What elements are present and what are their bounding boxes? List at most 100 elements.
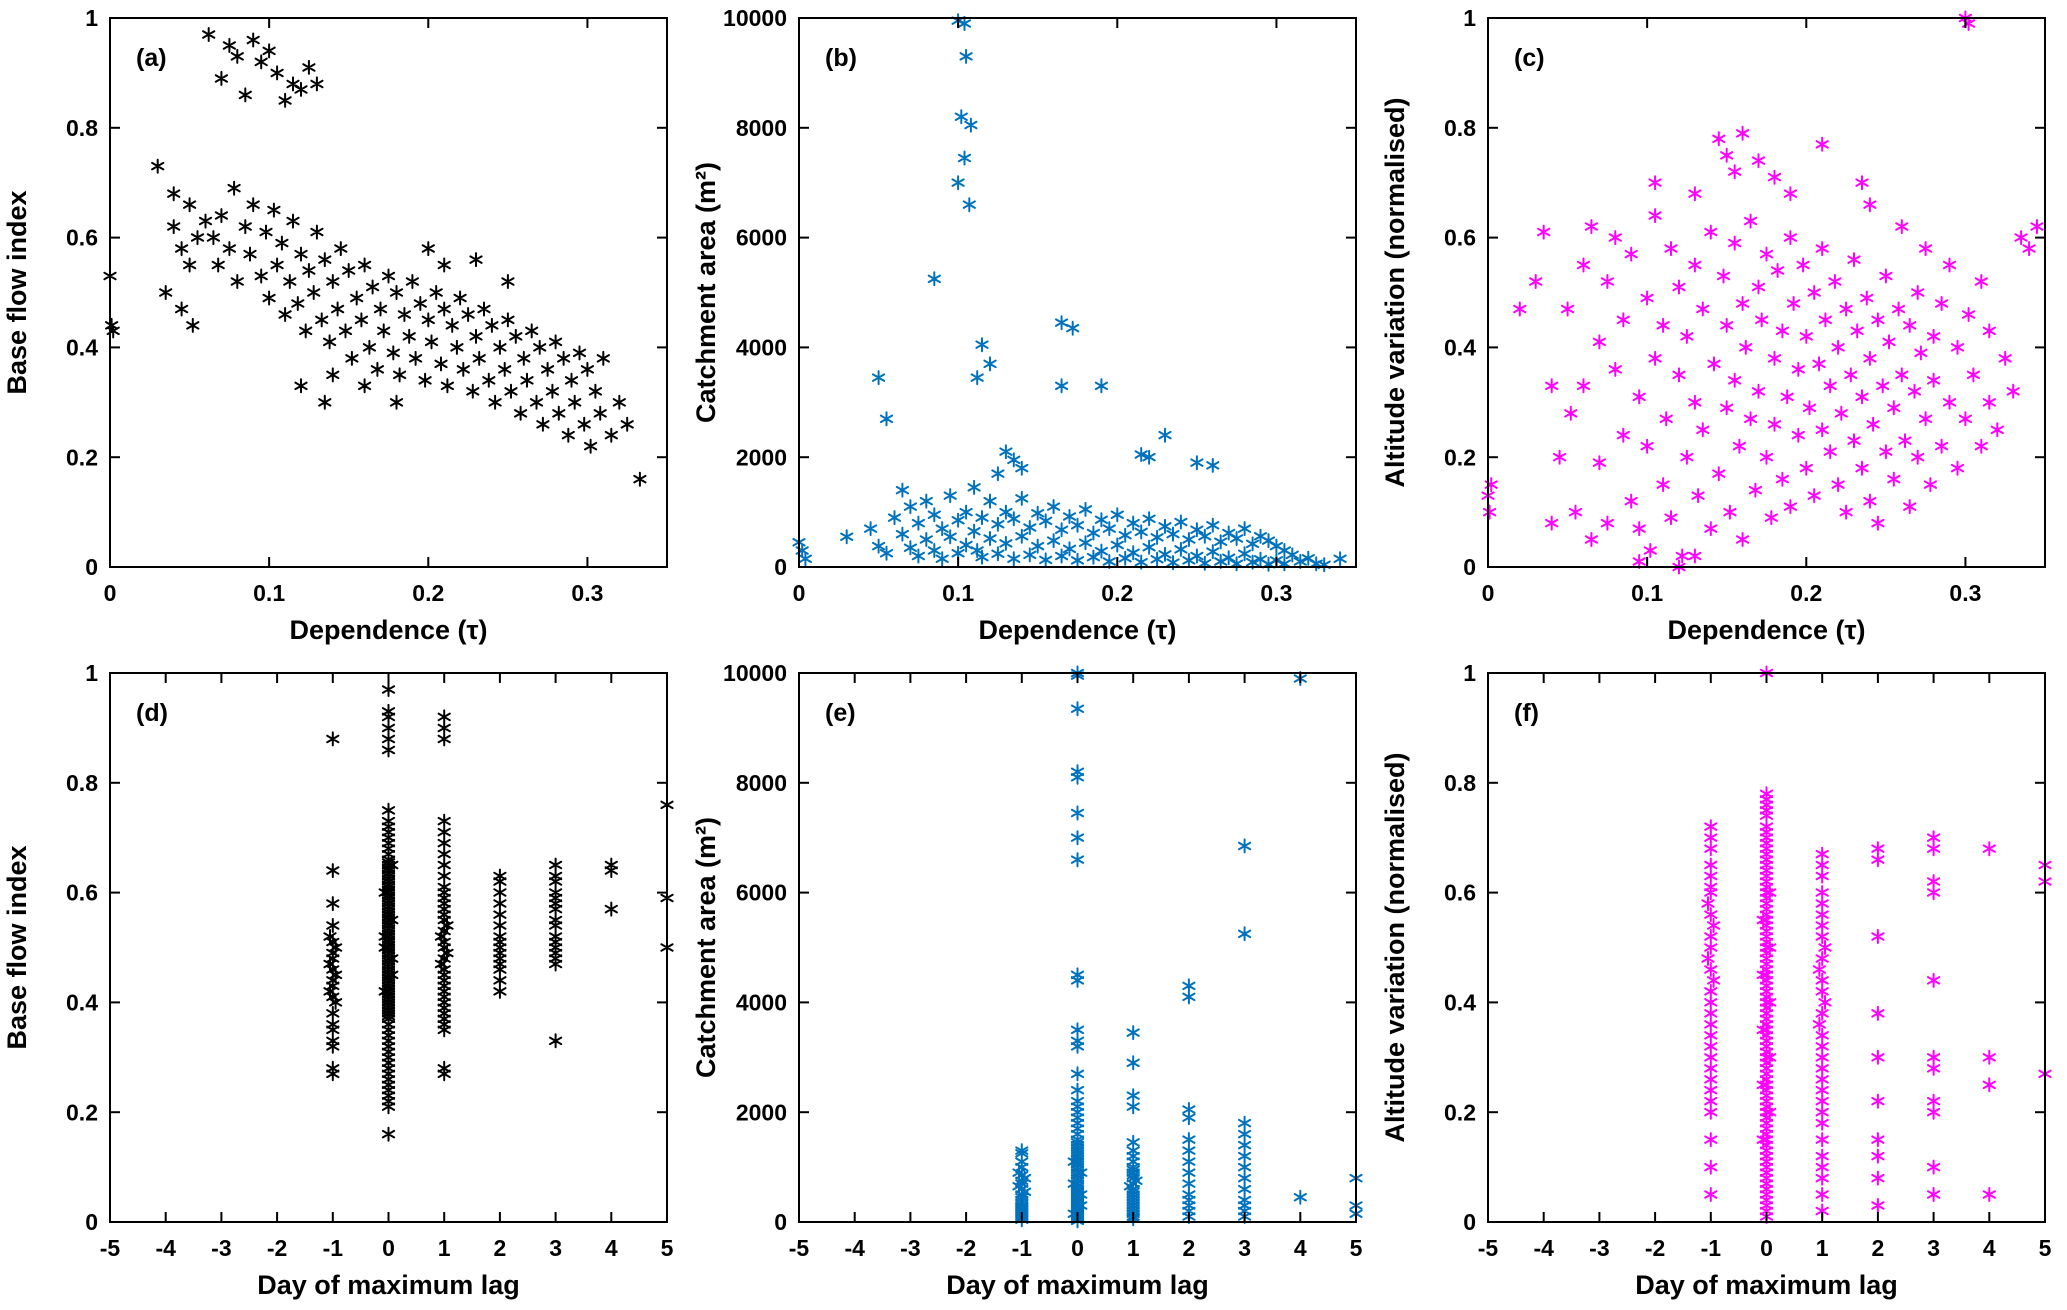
x-tick-label: 5 bbox=[2039, 1235, 2052, 1261]
y-tick-label: 0 bbox=[774, 554, 787, 580]
y-tick-label: 0.2 bbox=[1444, 444, 1476, 470]
panel-letter-label: (d) bbox=[136, 699, 168, 727]
y-tick-label: 0.4 bbox=[1444, 334, 1476, 360]
x-axis-label: Dependence (τ) bbox=[1667, 615, 1865, 645]
y-tick-label: 0 bbox=[85, 554, 98, 580]
data-points bbox=[1701, 665, 2052, 1224]
x-tick-label: 5 bbox=[661, 1235, 674, 1261]
x-tick-label: 0.1 bbox=[942, 580, 974, 606]
y-tick-label: 4000 bbox=[736, 334, 787, 360]
scatter-plot-e: -5 -4 -3 -2 -1 0 1 2 3 4 5 0 2000 4000 6000 8000 10000 Da… bbox=[691, 660, 1363, 1300]
y-tick-label: 0.8 bbox=[1444, 115, 1476, 141]
x-tick-label: 0.3 bbox=[1949, 580, 1981, 606]
y-tick-label: 10000 bbox=[723, 660, 787, 686]
y-tick-label: 1 bbox=[85, 5, 98, 31]
x-tick-label: 3 bbox=[549, 1235, 562, 1261]
y-tick-label: 0.2 bbox=[1444, 1099, 1476, 1125]
x-tick-label: 4 bbox=[1983, 1235, 1996, 1261]
y-tick-label: 0.6 bbox=[66, 225, 98, 251]
x-tick-label: 2 bbox=[1872, 1235, 1885, 1261]
y-tick-label: 8000 bbox=[736, 770, 787, 796]
panel-letter-label: (f) bbox=[1514, 699, 1539, 727]
x-tick-label: 2 bbox=[494, 1235, 507, 1261]
y-tick-label: 8000 bbox=[736, 115, 787, 141]
x-tick-label: -5 bbox=[789, 1235, 810, 1261]
y-tick-label: 6000 bbox=[736, 225, 787, 251]
y-tick-label: 0.6 bbox=[1444, 225, 1476, 251]
y-tick-label: 0 bbox=[1463, 1209, 1476, 1235]
x-tick-label: -2 bbox=[1645, 1235, 1665, 1261]
x-axis-label: Day of maximum lag bbox=[946, 1270, 1209, 1300]
x-tick-label: 0 bbox=[1760, 1235, 1773, 1261]
y-tick-label: 1 bbox=[1463, 660, 1476, 686]
data-points bbox=[792, 13, 1347, 573]
y-tick-label: 0.6 bbox=[1444, 880, 1476, 906]
x-tick-label: -4 bbox=[155, 1235, 176, 1261]
panel-letter-label: (e) bbox=[825, 699, 856, 727]
x-axis-label: Day of maximum lag bbox=[1635, 1270, 1898, 1300]
panel-letter-label: (c) bbox=[1514, 44, 1545, 72]
y-tick-label: 0.8 bbox=[66, 115, 98, 141]
y-tick-label: 0.4 bbox=[66, 334, 98, 360]
x-tick-label: -4 bbox=[1533, 1235, 1554, 1261]
scatter-panel-a: 0 0.1 0.2 0.3 0 0.2 0.4 0.6 0.8 1 Dependence (τ) Ba… bbox=[0, 0, 689, 655]
y-axis-label: Altitude variation (normalised) bbox=[1380, 752, 1410, 1142]
y-tick-label: 0.2 bbox=[66, 1099, 98, 1125]
data-points bbox=[103, 27, 647, 487]
y-tick-label: 10000 bbox=[723, 5, 787, 31]
x-tick-label: -4 bbox=[844, 1235, 865, 1261]
x-tick-label: 1 bbox=[1816, 1235, 1829, 1261]
scatter-plot-b: 0 0.1 0.2 0.3 0 2000 4000 6000 8000 10000 Dependen… bbox=[691, 5, 1357, 645]
y-tick-label: 0.8 bbox=[66, 770, 98, 796]
scatter-panel-e: -5 -4 -3 -2 -1 0 1 2 3 4 5 0 2000 4000 6000 8000 10000 Da… bbox=[689, 655, 1378, 1310]
y-tick-label: 1 bbox=[85, 660, 98, 686]
data-points bbox=[1012, 665, 1363, 1229]
x-tick-label: 3 bbox=[1238, 1235, 1251, 1261]
x-tick-label: -2 bbox=[267, 1235, 287, 1261]
x-tick-label: 5 bbox=[1350, 1235, 1363, 1261]
y-tick-label: 6000 bbox=[736, 880, 787, 906]
x-tick-label: 4 bbox=[605, 1235, 618, 1261]
y-tick-label: 1 bbox=[1463, 5, 1476, 31]
axes-box bbox=[798, 17, 1357, 568]
x-tick-label: -3 bbox=[900, 1235, 920, 1261]
scatter-plot-d: -5 -4 -3 -2 -1 0 1 2 3 4 5 0 0.2 0.4 0.6 0.8 1 Day of max… bbox=[2, 660, 674, 1300]
y-axis-label: Base flow index bbox=[2, 845, 32, 1049]
x-tick-label: -2 bbox=[956, 1235, 976, 1261]
x-tick-label: -3 bbox=[1589, 1235, 1609, 1261]
x-tick-label: 0.2 bbox=[1790, 580, 1822, 606]
y-tick-label: 0 bbox=[1463, 554, 1476, 580]
scatter-panel-d: -5 -4 -3 -2 -1 0 1 2 3 4 5 0 0.2 0.4 0.6 0.8 1 Day of max… bbox=[0, 655, 689, 1310]
scatter-plot-c: 0 0.1 0.2 0.3 0 0.2 0.4 0.6 0.8 1 Dependence (τ) Al… bbox=[1380, 5, 2046, 645]
x-tick-label: 0 bbox=[793, 580, 806, 606]
y-tick-label: 0 bbox=[85, 1209, 98, 1235]
data-points bbox=[323, 682, 674, 1142]
x-tick-label: 0.1 bbox=[1631, 580, 1663, 606]
x-axis-label: Dependence (τ) bbox=[289, 615, 487, 645]
x-tick-label: 3 bbox=[1927, 1235, 1940, 1261]
scatter-panel-f: -5 -4 -3 -2 -1 0 1 2 3 4 5 0 0.2 0.4 0.6 0.8 1 Day of max… bbox=[1378, 655, 2067, 1310]
y-tick-label: 0.6 bbox=[66, 880, 98, 906]
x-tick-label: -5 bbox=[1478, 1235, 1499, 1261]
y-tick-label: 2000 bbox=[736, 1099, 787, 1125]
y-tick-label: 0 bbox=[774, 1209, 787, 1235]
x-axis-label: Day of maximum lag bbox=[257, 1270, 520, 1300]
x-tick-label: 0.3 bbox=[571, 580, 603, 606]
x-axis-label: Dependence (τ) bbox=[978, 615, 1176, 645]
y-tick-label: 2000 bbox=[736, 444, 787, 470]
panel-letter-label: (b) bbox=[825, 44, 857, 72]
y-axis-label: Base flow index bbox=[2, 190, 32, 394]
x-tick-label: 0 bbox=[1071, 1235, 1084, 1261]
axes-box bbox=[1487, 17, 2046, 568]
scatter-panel-c: 0 0.1 0.2 0.3 0 0.2 0.4 0.6 0.8 1 Dependence (τ) Al… bbox=[1378, 0, 2067, 655]
x-tick-label: 4 bbox=[1294, 1235, 1307, 1261]
y-axis-label: Altitude variation (normalised) bbox=[1380, 97, 1410, 487]
y-tick-label: 4000 bbox=[736, 989, 787, 1015]
x-tick-label: 0 bbox=[104, 580, 117, 606]
x-tick-label: 0.1 bbox=[253, 580, 285, 606]
x-tick-label: -3 bbox=[211, 1235, 231, 1261]
panel-letter-label: (a) bbox=[136, 44, 167, 72]
x-tick-label: -1 bbox=[323, 1235, 344, 1261]
data-points bbox=[1481, 10, 2044, 575]
